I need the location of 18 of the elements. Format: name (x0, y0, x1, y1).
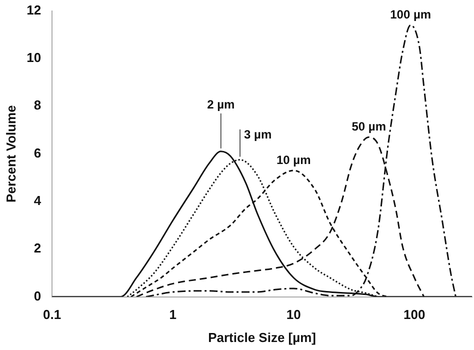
y-tick-label: 0 (34, 288, 42, 304)
annotation: 10 µm (276, 152, 311, 167)
y-tick-label: 8 (34, 98, 42, 113)
annotation: 3 µm (244, 128, 272, 142)
x-tick-label: 100 (404, 307, 426, 322)
y-tick-label: 4 (34, 193, 42, 208)
x-tick-label: 10 (286, 307, 301, 322)
y-tick-label: 2 (34, 240, 42, 256)
y-tick-label: 12 (26, 2, 42, 18)
y-tick-label: 10 (26, 50, 42, 66)
x-axis-title: Particle Size [µm] (208, 330, 316, 345)
annotation: 2 µm (207, 98, 235, 112)
annotation: 100 µm (390, 7, 432, 22)
x-tick-label: 1 (169, 307, 176, 322)
y-axis-title: Percent Volume (3, 105, 18, 202)
x-tick-label: 0.1 (43, 307, 62, 322)
annotation: 50 µm (352, 119, 386, 134)
y-tick-label: 6 (34, 145, 42, 160)
